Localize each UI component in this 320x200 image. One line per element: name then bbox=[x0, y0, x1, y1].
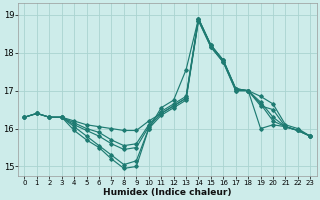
X-axis label: Humidex (Indice chaleur): Humidex (Indice chaleur) bbox=[103, 188, 232, 197]
